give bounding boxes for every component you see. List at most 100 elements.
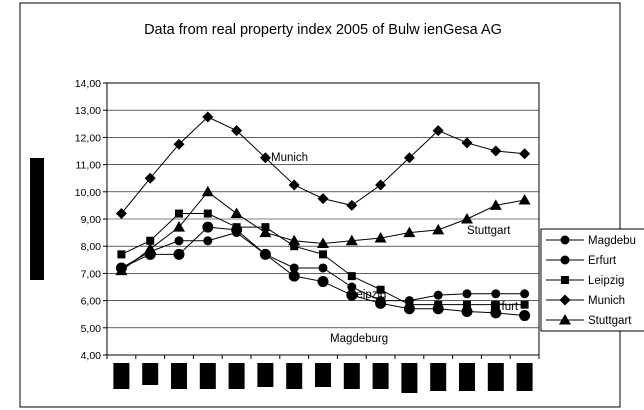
- data-point: [432, 223, 445, 235]
- data-point: [463, 300, 471, 309]
- data-point: [319, 250, 327, 259]
- data-point: [462, 289, 472, 299]
- data-point: [433, 290, 443, 300]
- data-point: [317, 276, 329, 288]
- legend-label: Erfurt: [588, 255, 617, 267]
- annotation-magdeburg: Magdeburg: [330, 333, 388, 345]
- y-tick-label: 8,00: [81, 241, 102, 253]
- data-point: [203, 236, 213, 246]
- data-point: [432, 125, 444, 137]
- data-point: [289, 263, 299, 273]
- y-tick-label: 14,00: [75, 78, 101, 90]
- data-point: [376, 285, 385, 294]
- data-point: [403, 226, 416, 238]
- data-point: [374, 232, 387, 243]
- series-erfurt: [116, 228, 530, 306]
- x-tick-label-redacted: [228, 363, 245, 389]
- annotation-stuttgart: Stuttgart: [467, 225, 511, 237]
- legend-label: Munich: [588, 295, 625, 307]
- legend-marker: [559, 314, 571, 325]
- data-point: [489, 199, 502, 210]
- data-point: [230, 207, 243, 219]
- data-point: [403, 152, 415, 164]
- data-point: [173, 138, 185, 150]
- data-point: [317, 193, 329, 205]
- series-group: [115, 111, 531, 322]
- y-tick-label: 9,00: [81, 214, 102, 226]
- x-tick-label-redacted: [257, 363, 274, 387]
- data-point: [203, 209, 212, 218]
- legend-entry-munich: Munich: [546, 294, 625, 307]
- data-point: [346, 199, 358, 211]
- data-point: [518, 193, 531, 205]
- data-point: [202, 111, 214, 123]
- legend-label: Stuttgart: [588, 315, 632, 327]
- annotation-erfurt: Erfurt: [490, 301, 519, 313]
- data-point: [146, 236, 155, 245]
- data-point: [290, 242, 299, 251]
- legend-marker: [561, 276, 569, 284]
- y-tick-label: 5,00: [81, 323, 102, 335]
- data-point: [202, 221, 214, 233]
- data-point: [461, 137, 473, 149]
- legend-marker: [560, 235, 570, 245]
- annotation-munich: Munich: [271, 152, 308, 164]
- x-tick-label-redacted: [516, 363, 533, 391]
- legend-marker: [559, 294, 571, 306]
- legend-label: Leipzig: [588, 275, 624, 287]
- y-axis: 4,00 5,00 6,00 7,00 8,00 9,00 10,00 11,00 12,00 1…: [75, 78, 107, 362]
- data-point: [201, 185, 214, 197]
- data-point: [174, 236, 184, 246]
- data-point: [405, 300, 414, 309]
- x-tick-label-redacted: [343, 363, 360, 389]
- data-point: [520, 289, 530, 299]
- data-point: [519, 310, 531, 322]
- data-point: [232, 223, 241, 232]
- x-tick-label-blocks: [113, 363, 533, 393]
- legend-marker: [560, 255, 570, 265]
- x-tick-label-redacted: [459, 363, 475, 391]
- data-point: [519, 148, 531, 160]
- data-point: [345, 234, 358, 246]
- data-point: [520, 300, 529, 309]
- data-point: [491, 300, 500, 309]
- data-point: [288, 234, 301, 246]
- y-tick-label: 12,00: [75, 132, 101, 144]
- data-point: [288, 270, 300, 282]
- legend-entry-leipzig: Leipzig: [546, 275, 624, 287]
- data-point: [260, 249, 270, 259]
- data-point: [376, 296, 386, 306]
- series-stuttgart: [115, 185, 531, 276]
- redacted-axis-label: [30, 158, 44, 280]
- data-point: [490, 145, 502, 157]
- data-point: [347, 272, 356, 281]
- data-point: [117, 250, 126, 259]
- legend-label: Magdebu: [588, 235, 636, 247]
- data-point: [461, 213, 473, 224]
- data-point: [434, 300, 443, 309]
- series-leipzig: [117, 209, 529, 309]
- chart-title: Data from real property index 2005 of Bu…: [144, 22, 502, 38]
- x-tick-label-redacted: [142, 363, 159, 385]
- legend: Magdebu Erfurt Leipzig Munich Stuttgart: [540, 228, 644, 332]
- data-point: [288, 179, 300, 191]
- data-point: [259, 226, 272, 238]
- y-tick-label: 4,00: [81, 350, 102, 362]
- chart-frame: [19, 2, 621, 408]
- y-tick-label: 11,00: [76, 160, 102, 172]
- x-tick-label-redacted: [401, 363, 418, 393]
- x-axis: [106, 355, 540, 359]
- series-munich: [115, 111, 531, 220]
- x-tick-label-redacted: [372, 363, 389, 389]
- annotation-leipzig: Leipzig: [350, 289, 386, 301]
- data-point: [347, 282, 357, 292]
- data-point: [115, 264, 128, 276]
- x-tick-label-redacted: [113, 363, 130, 389]
- data-point: [144, 172, 156, 184]
- legend-entry-magdeburg: Magdebu: [546, 235, 636, 247]
- x-tick-label-redacted: [171, 363, 187, 389]
- y-tick-label: 10,00: [75, 187, 101, 199]
- annotations: Munich Leipzig Magdeburg Stuttgart Erfurt: [271, 152, 519, 345]
- data-point: [115, 208, 127, 220]
